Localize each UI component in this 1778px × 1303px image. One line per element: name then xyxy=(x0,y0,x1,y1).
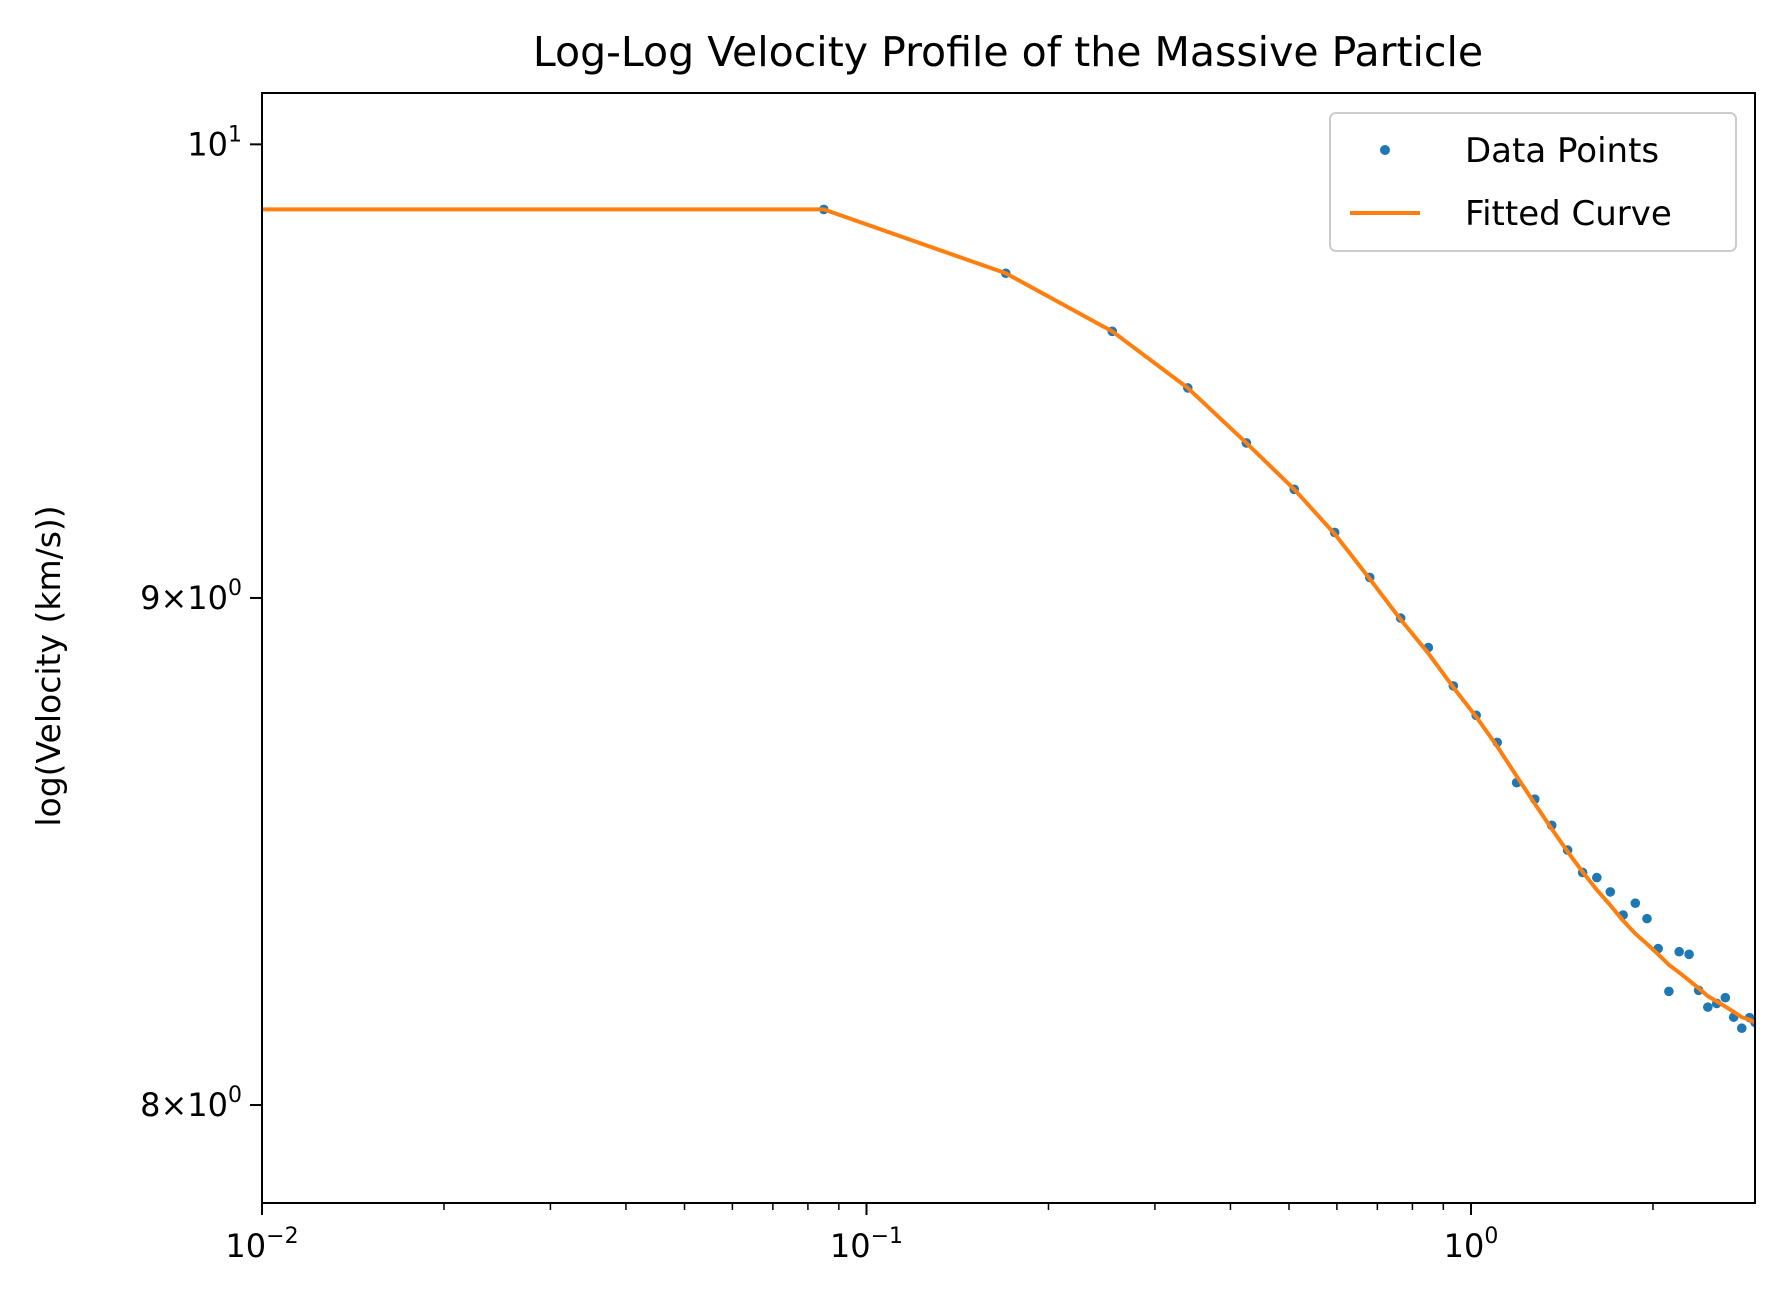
x-tick-base: 10 xyxy=(1444,1227,1485,1265)
x-tick-exponent: −1 xyxy=(871,1224,903,1249)
y-tick-label: 101 xyxy=(187,122,242,163)
data-point xyxy=(1736,1023,1747,1034)
legend: Data Points Fitted Curve xyxy=(1329,112,1737,252)
y-tick-prefix: 9× xyxy=(140,579,187,617)
y-axis-label: log(Velocity (km/s)) xyxy=(29,505,68,826)
x-tick-label: 10−1 xyxy=(830,1224,903,1265)
y-tick-base: 10 xyxy=(187,579,228,617)
data-point xyxy=(1592,872,1602,883)
legend-box xyxy=(1329,112,1737,252)
data-point xyxy=(1720,992,1731,1003)
plot-background xyxy=(262,93,1755,1203)
y-tick-exponent: 1 xyxy=(228,122,242,147)
y-tick-label: 8×100 xyxy=(140,1083,242,1124)
data-point xyxy=(1642,913,1652,924)
x-tick-label: 100 xyxy=(1444,1224,1499,1265)
series-fitted-curve xyxy=(262,207,1755,1025)
plot-area xyxy=(262,93,1755,1203)
chart-title: Log-Log Velocity Profile of the Massive … xyxy=(533,28,1483,76)
legend-label: Fitted Curve xyxy=(1465,194,1672,234)
series-line xyxy=(262,207,1755,1025)
data-point xyxy=(1630,898,1641,908)
x-tick-label: 10−2 xyxy=(225,1224,298,1265)
x-tick-exponent: −2 xyxy=(266,1224,298,1249)
data-point xyxy=(1674,946,1684,957)
legend-marker-swatch xyxy=(1380,145,1390,155)
y-tick-exponent: 0 xyxy=(228,576,242,601)
data-point xyxy=(1664,986,1674,997)
x-tick-base: 10 xyxy=(830,1227,871,1265)
y-tick-label: 9×100 xyxy=(140,576,242,617)
y-tick-base: 10 xyxy=(187,125,228,163)
y-tick-prefix: 8× xyxy=(140,1086,187,1124)
data-point xyxy=(1703,1002,1713,1012)
axes-frame xyxy=(261,92,1756,1204)
series-layer xyxy=(262,204,1755,1034)
data-point xyxy=(1605,887,1616,897)
legend-label: Data Points xyxy=(1465,131,1659,171)
y-tick-exponent: 0 xyxy=(228,1083,242,1108)
y-tick-base: 10 xyxy=(187,1086,228,1124)
data-point xyxy=(1684,949,1694,960)
x-tick-exponent: 0 xyxy=(1484,1224,1498,1249)
x-tick-base: 10 xyxy=(225,1227,266,1265)
